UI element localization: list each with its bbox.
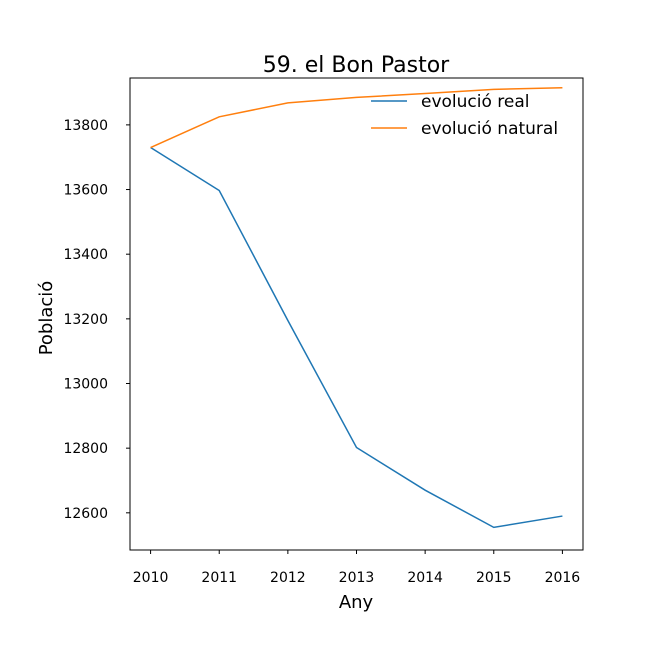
series-line-1 xyxy=(150,146,563,529)
x-axis-label: Any xyxy=(339,592,374,613)
legend-label: evolució real xyxy=(421,92,530,112)
x-tick-label: 2016 xyxy=(545,570,581,586)
y-tick-label: 13600 xyxy=(63,183,108,199)
y-tick-label: 13000 xyxy=(63,377,108,393)
x-tick-label: 2011 xyxy=(201,570,237,586)
x-tick-label: 2014 xyxy=(407,570,443,586)
y-tick-label: 13400 xyxy=(63,247,108,263)
y-tick-label: 13200 xyxy=(63,312,108,328)
y-tick-label: 12800 xyxy=(63,441,108,457)
series-lines xyxy=(150,86,563,529)
legend-label: evolució natural xyxy=(421,119,558,139)
y-axis-label: Població xyxy=(36,281,57,356)
legend: evolució real evolució natural xyxy=(371,92,558,139)
y-axis: 12600 12800 13000 13200 13400 13600 13800 xyxy=(63,118,130,522)
plot-frame xyxy=(129,77,584,551)
x-tick-label: 2010 xyxy=(133,570,169,586)
x-axis: 2010 2011 2012 2013 2014 2015 2016 xyxy=(133,550,581,586)
x-tick-label: 2012 xyxy=(270,570,306,586)
y-tick-label: 12600 xyxy=(63,506,108,522)
series-line-2 xyxy=(150,86,563,149)
x-tick-label: 2013 xyxy=(339,570,375,586)
x-tick-label: 2015 xyxy=(476,570,512,586)
y-tick-label: 13800 xyxy=(63,118,108,134)
chart-title: 59. el Bon Pastor xyxy=(263,53,450,78)
